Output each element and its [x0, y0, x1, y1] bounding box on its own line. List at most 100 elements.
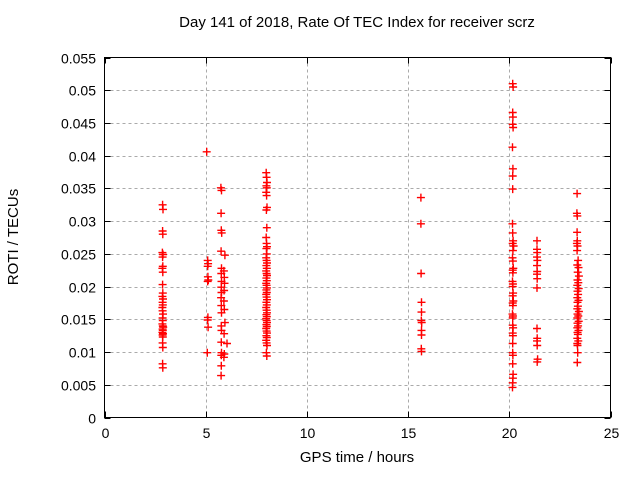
data-point-marker	[573, 228, 582, 237]
data-point-marker	[158, 230, 167, 239]
data-point-marker	[508, 185, 517, 194]
data-point-marker	[508, 113, 517, 122]
data-point-marker	[203, 277, 212, 286]
data-point-marker	[158, 343, 167, 352]
data-point-marker	[508, 228, 517, 237]
data-point-marker	[158, 280, 167, 289]
x-tick-label: 5	[203, 425, 211, 441]
data-point-marker	[508, 359, 517, 368]
data-point-marker	[574, 263, 583, 272]
data-point-marker	[509, 83, 518, 91]
data-point-marker	[217, 338, 226, 347]
data-point-marker	[508, 257, 517, 266]
y-tick-label: 0.005	[61, 378, 96, 394]
data-point-marker	[417, 298, 426, 307]
data-point-marker	[417, 331, 426, 339]
data-point-marker	[263, 341, 271, 350]
data-point-marker	[508, 143, 517, 152]
data-point-marker	[159, 205, 167, 214]
data-point-marker	[573, 189, 582, 198]
data-point-marker	[508, 164, 517, 173]
x-tick-label: 0	[102, 425, 110, 441]
data-point-marker	[217, 308, 226, 317]
data-point-marker	[508, 301, 517, 310]
data-point-marker	[508, 339, 517, 348]
data-point-marker	[217, 228, 226, 237]
data-point-marker	[203, 348, 212, 357]
data-point-marker	[573, 348, 582, 357]
data-point-marker	[416, 193, 425, 202]
y-tick-label: 0.03	[69, 214, 96, 230]
y-tick-label: 0.01	[69, 345, 96, 361]
chart-title: Day 141 of 2018, Rate Of TEC Index for r…	[179, 14, 535, 31]
data-point-marker	[573, 341, 582, 350]
data-point-marker	[508, 314, 517, 322]
x-tick-label: 15	[401, 425, 417, 441]
x-tick-label: 10	[300, 425, 316, 441]
data-point-marker	[223, 339, 231, 348]
data-point-marker	[219, 353, 228, 362]
x-axis-label: GPS time / hours	[300, 449, 414, 466]
data-point-marker	[508, 172, 517, 180]
data-point-marker	[158, 253, 167, 262]
data-point-marker	[533, 341, 542, 350]
data-point-marker	[217, 247, 226, 256]
y-tick-label: 0.035	[61, 181, 96, 197]
data-point-marker	[217, 209, 226, 218]
y-tick-label: 0.05	[69, 83, 96, 99]
data-point-marker	[202, 147, 211, 156]
data-point-marker	[508, 351, 517, 360]
data-point-marker	[219, 297, 228, 305]
data-point-marker	[508, 331, 517, 340]
data-point-marker	[574, 256, 583, 265]
y-tick-label: 0.04	[69, 149, 96, 165]
data-point-marker	[217, 186, 226, 195]
data-point-marker	[262, 206, 271, 214]
data-point-marker	[262, 191, 271, 200]
data-point-marker	[220, 251, 229, 260]
data-point-marker	[533, 274, 542, 283]
data-point-marker	[533, 236, 541, 245]
data-point-marker	[417, 347, 426, 356]
data-point-marker	[508, 219, 517, 228]
plot-border	[104, 57, 611, 418]
data-point-marker	[203, 262, 212, 271]
y-axis-label: ROTI / TECUs	[5, 189, 22, 285]
axis-tick-labels: 0 5 10 15 20 25 0 0.005 0.01 0.015 0.02 0.025 0.03 0.…	[61, 51, 620, 442]
axis-tick-marks	[104, 57, 612, 419]
data-point-marker	[573, 246, 582, 255]
y-tick-label: 0.045	[61, 116, 96, 132]
data-point-marker	[203, 316, 212, 324]
data-point-marker	[509, 123, 518, 132]
data-point-marker	[573, 358, 582, 367]
y-tick-label: 0.015	[61, 312, 96, 328]
data-point-marker	[217, 361, 226, 370]
data-point-marker	[204, 323, 213, 332]
data-point-marker	[533, 283, 541, 292]
data-point-marker	[158, 268, 167, 277]
data-point-marker	[508, 268, 517, 277]
y-tick-label: 0.025	[61, 247, 96, 263]
data-point-marker	[573, 268, 582, 277]
x-tick-label: 20	[502, 425, 518, 441]
y-tick-label: 0.02	[69, 280, 96, 296]
data-point-marker	[417, 318, 426, 327]
data-point-marker	[416, 219, 425, 228]
data-point-marker	[417, 269, 426, 278]
data-point-marker	[533, 357, 542, 366]
data-point-marker	[533, 324, 541, 333]
data-point-marker	[220, 329, 229, 338]
data-point-marker	[573, 211, 582, 220]
grid-lines	[104, 57, 611, 418]
data-points	[158, 79, 583, 392]
x-tick-label: 25	[604, 425, 620, 441]
data-point-marker	[508, 383, 517, 392]
data-point-marker	[158, 363, 167, 372]
data-point-marker	[508, 246, 517, 255]
data-point-marker	[262, 223, 271, 232]
y-tick-label: 0	[88, 411, 96, 427]
y-tick-label: 0.055	[61, 51, 96, 67]
data-point-marker	[417, 308, 426, 317]
